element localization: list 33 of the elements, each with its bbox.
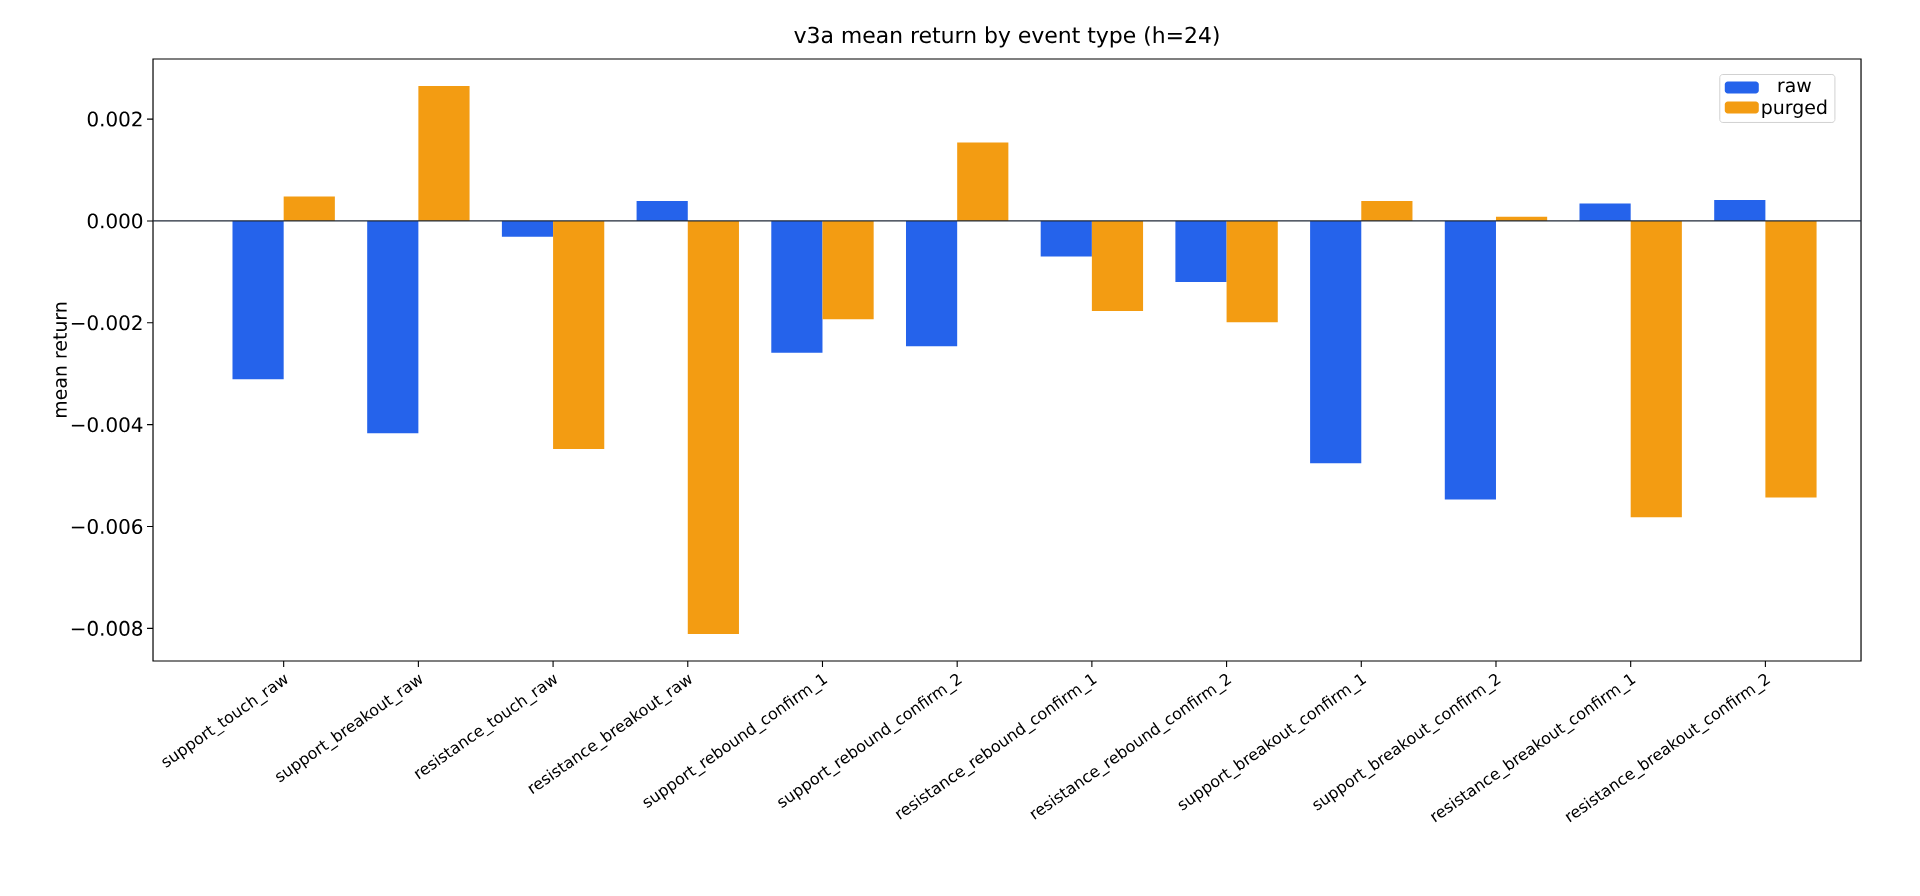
bar (1630, 220, 1682, 518)
bar (1226, 220, 1278, 323)
bar (1714, 200, 1766, 221)
bar (822, 220, 874, 320)
bar (905, 220, 958, 347)
bar (1765, 220, 1817, 498)
bar (283, 196, 335, 221)
bar (1175, 220, 1227, 283)
bar (553, 220, 605, 450)
bar (418, 85, 470, 221)
bar (1091, 220, 1144, 312)
y-tick-label: 0.002 (87, 111, 142, 127)
y-tick-label: −0.008 (71, 620, 143, 636)
bar (771, 220, 823, 353)
legend-label: raw (1778, 81, 1811, 93)
bar (1040, 220, 1092, 257)
bar (232, 220, 284, 380)
bar (687, 220, 739, 634)
y-tick-label: −0.002 (71, 315, 142, 331)
y-tick-label: −0.006 (71, 519, 143, 535)
chart-title: v3a mean return by event type (h=24) (794, 26, 1219, 48)
bar (1444, 220, 1496, 500)
legend-label: purged (1762, 99, 1827, 118)
y-axis-title: mean return (53, 302, 67, 418)
bar (367, 220, 419, 434)
bar (636, 201, 688, 221)
bar (957, 142, 1009, 221)
bar (1579, 203, 1631, 221)
bar (1310, 220, 1362, 464)
y-tick-label: −0.004 (71, 417, 143, 433)
bar (501, 220, 554, 237)
y-tick-label: 0.000 (87, 213, 143, 229)
bar (1361, 201, 1413, 221)
